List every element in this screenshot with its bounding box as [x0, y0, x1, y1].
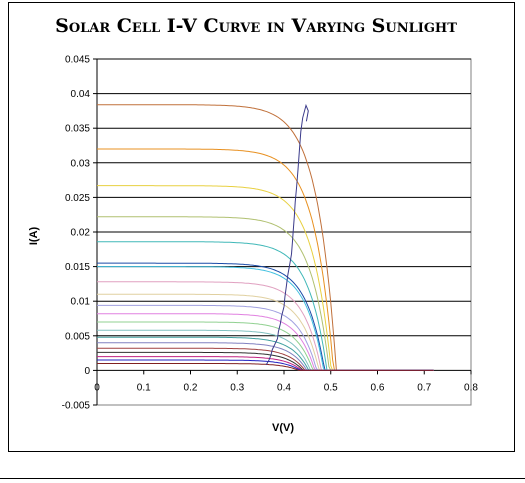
- x-tick-label-5: 0.5: [324, 382, 338, 393]
- bottom-rule: [0, 478, 525, 479]
- y-tick-label-2: 0.005: [65, 331, 90, 342]
- x-axis-label: V(V): [272, 422, 294, 434]
- x-tick-label-2: 0.2: [184, 382, 198, 393]
- iv-curve-19: [97, 363, 434, 371]
- y-tick-label-0: -0.005: [62, 401, 91, 412]
- x-tick-label-8: 0.8: [464, 382, 478, 393]
- x-tick-label-0: 0: [94, 382, 100, 393]
- y-tick-label-6: 0.025: [65, 193, 90, 204]
- y-tick-label-10: 0.045: [65, 55, 90, 66]
- x-tick-label-7: 0.7: [417, 382, 431, 393]
- x-tick-label-6: 0.6: [371, 382, 385, 393]
- y-tick-label-3: 0.01: [71, 297, 91, 308]
- x-tick-label-4: 0.4: [277, 382, 291, 393]
- y-tick-label-9: 0.04: [71, 89, 91, 100]
- y-tick-label-8: 0.035: [65, 124, 90, 135]
- x-tick-label-3: 0.3: [230, 382, 244, 393]
- y-tick-label-5: 0.02: [71, 228, 91, 239]
- y-tick-label-7: 0.03: [71, 158, 91, 169]
- chart-title: Solar Cell I-V Curve in Varying Sunlight: [55, 15, 457, 37]
- x-tick-label-1: 0.1: [137, 382, 151, 393]
- y-axis-label: I(A): [28, 227, 40, 246]
- y-tick-label-1: 0: [84, 366, 90, 377]
- mpp-trace: [265, 103, 309, 366]
- y-tick-label-4: 0.015: [65, 262, 90, 273]
